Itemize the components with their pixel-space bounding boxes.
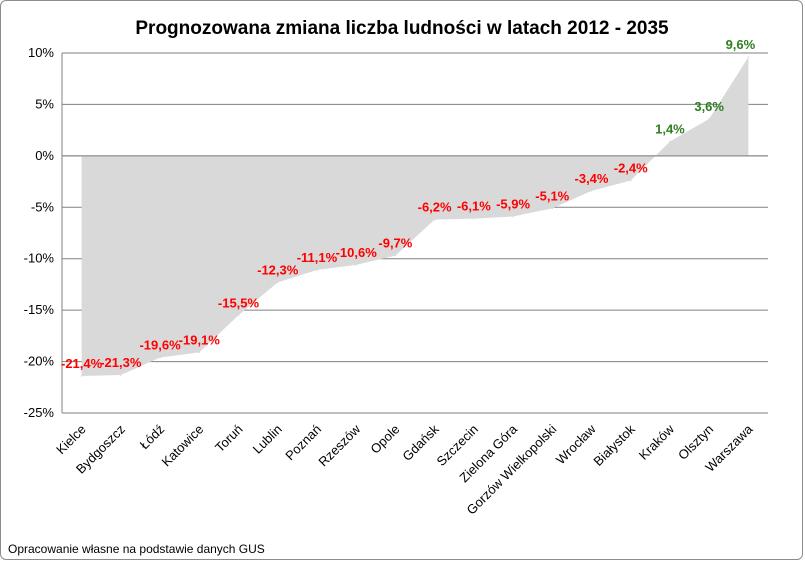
area-series [62,56,768,377]
data-label: -15,5% [218,295,260,310]
area-fill [81,57,749,376]
data-point [394,254,397,257]
data-point [708,118,710,120]
x-tick-label: Rzeszów [315,421,363,469]
data-label: -2,4% [614,161,648,176]
x-tick-label: Toruń [212,422,246,456]
data-label: -5,9% [496,197,530,212]
data-point [629,179,632,182]
data-label: -12,3% [257,262,299,277]
chart-title: Prognozowana zmiana liczba ludności w la… [135,18,669,39]
data-label: 3,6% [694,99,724,114]
data-point [669,140,671,143]
y-tick-label: 10% [28,45,54,60]
data-point [512,215,514,218]
y-tick-label: 0% [35,148,54,163]
data-point [276,281,279,284]
x-tick-label: Kielce [53,422,89,458]
x-tick-label: Kraków [636,421,678,463]
data-point [316,269,318,271]
data-label: -19,1% [179,332,221,347]
data-label: -21,4% [61,356,103,371]
data-point [120,374,122,376]
y-tick-label: -5% [31,199,55,214]
y-tick-label: 5% [35,96,54,111]
data-point [159,356,161,359]
x-tick-label: Białystok [590,421,638,469]
y-axis-ticks: 10% 5% 0% -5% -10% -15% -20% -25% [24,45,55,420]
data-label: 1,4% [655,121,685,136]
x-tick-label: Katowice [158,422,206,470]
data-point [80,375,83,377]
data-label: -9,7% [378,236,412,251]
data-point [355,264,357,266]
x-tick-label: Opole [367,422,402,457]
y-tick-label: -10% [24,251,55,266]
data-label: -11,1% [297,250,338,265]
data-point [551,207,554,210]
data-label: 9,6% [726,37,756,52]
data-point [433,218,436,221]
data-label: -5,1% [535,188,569,203]
data-label: -19,6% [139,337,181,352]
data-label: -6,1% [457,199,491,214]
data-point [198,351,201,354]
data-label: -10,6% [336,245,378,260]
data-labels: -21,4%-21,3% -19,6%-19,1% -15,5% -12,3%-11,… [61,37,756,371]
data-label: -6,2% [418,200,452,215]
y-tick-label: -25% [24,405,55,420]
data-point [473,217,475,220]
footnote: Opracowanie własne na podstawie danych G… [8,542,265,556]
data-label: -3,4% [575,171,609,186]
data-point [590,190,593,192]
data-point [747,56,750,58]
x-tick-label: Łódź [137,422,168,453]
y-tick-label: -20% [24,354,55,369]
y-tick-label: -15% [24,302,55,317]
x-tick-label: Lublin [250,422,285,457]
data-point [237,314,240,317]
data-label: -21,3% [100,355,142,370]
